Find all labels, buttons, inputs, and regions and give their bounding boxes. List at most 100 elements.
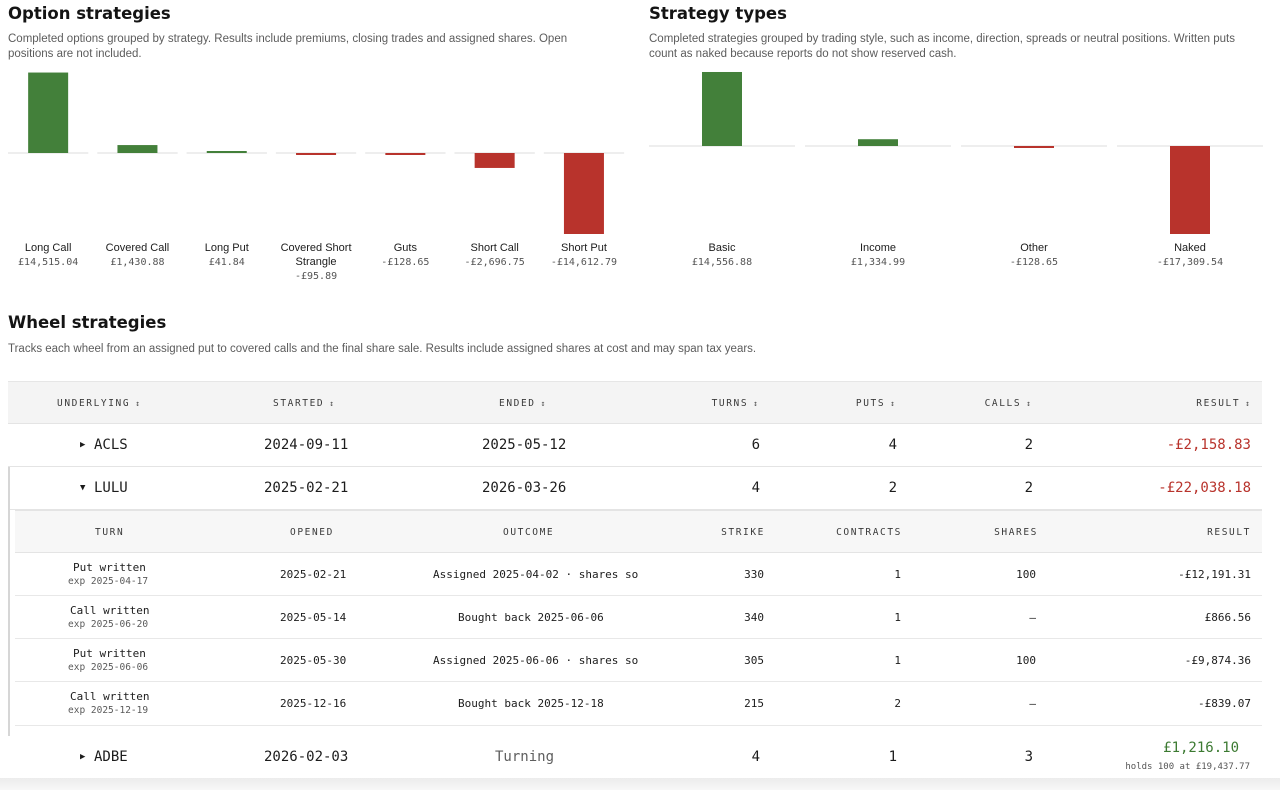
strategy-types-description-line-1: Completed strategies grouped by trading … xyxy=(649,33,1235,45)
sub-column-contracts: CONTRACTS xyxy=(836,527,902,538)
holdings-note: holds 100 at £19,437.77 xyxy=(1125,762,1250,772)
shares-cell: – xyxy=(1029,697,1036,710)
column-header-result[interactable]: RESULT ↕ xyxy=(1196,398,1250,409)
turn-expiry: exp 2025-06-06 xyxy=(68,662,149,673)
column-header-turns-label: TURNS xyxy=(711,398,749,409)
turn-row: Call written exp 2025-06-20 2025-05-14 B… xyxy=(15,596,1262,639)
wheel-row[interactable]: ▶ ACLS 2024-09-11 2025-05-12 6 4 2 -£2,15… xyxy=(8,424,1262,467)
bar-covered-short-strangle[interactable] xyxy=(296,153,337,155)
option-strategies-description: Completed options grouped by strategy. R… xyxy=(8,32,608,62)
value-label: £1,334.99 xyxy=(851,257,905,268)
sub-column-opened: OPENED xyxy=(290,527,334,538)
value-label: -£128.65 xyxy=(381,257,429,268)
column-header-ended[interactable]: ENDED ↕ xyxy=(499,398,545,409)
column-header-result-label: RESULT xyxy=(1196,398,1241,409)
strategy-types-description-line-2: count as naked because reports do not sh… xyxy=(649,48,957,60)
category-label: Long Put xyxy=(205,242,249,254)
contracts-cell: 2 xyxy=(894,697,901,710)
wheel-row-expanded[interactable]: ▼ LULU 2025-02-21 2026-03-26 4 2 2 -£22,0… xyxy=(8,467,1262,510)
column-header-started-label: STARTED xyxy=(273,398,325,409)
turn-expiry: exp 2025-06-20 xyxy=(68,619,149,630)
wheel-row[interactable]: ▶ ADBE 2026-02-03 Turning 4 1 3 £1,216.10… xyxy=(8,736,1262,779)
sub-column-result: RESULT xyxy=(1207,527,1251,538)
sort-icon: ↕ xyxy=(1026,399,1031,408)
shares-cell: 100 xyxy=(1016,654,1036,667)
bar-basic[interactable] xyxy=(702,71,742,146)
outcome-cell: Assigned 2025-06-06 · shares so xyxy=(433,654,639,667)
expanded-indicator xyxy=(8,467,10,737)
wheel-strategies-description: Tracks each wheel from an assigned put t… xyxy=(8,343,757,355)
category-label: Basic xyxy=(709,242,736,254)
contracts-cell: 1 xyxy=(894,568,901,581)
bar-income[interactable] xyxy=(858,139,898,146)
category-label: Other xyxy=(1020,242,1048,254)
value-label: £41.84 xyxy=(209,257,245,268)
option-strategies-description-line-2: positions are not included. xyxy=(8,48,142,60)
wheel-strategies-title: Wheel strategies xyxy=(8,313,167,332)
column-header-calls-label: CALLS xyxy=(984,398,1022,409)
collapse-caret-icon[interactable]: ▼ xyxy=(80,483,86,493)
bar-long-call[interactable] xyxy=(28,72,69,153)
outcome-cell: Bought back 2025-12-18 xyxy=(458,697,604,710)
bar-guts[interactable] xyxy=(385,153,426,155)
column-header-started[interactable]: STARTED ↕ xyxy=(273,398,334,409)
column-header-puts-label: PUTS xyxy=(855,398,886,409)
outcome-cell: Assigned 2025-04-02 · shares so xyxy=(433,568,639,581)
underlying-label: ACLS xyxy=(94,437,128,453)
sub-column-turn: TURN xyxy=(95,527,125,538)
value-label: -£2,696.75 xyxy=(465,257,525,268)
category-label: Covered Call xyxy=(106,242,170,254)
shares-cell: – xyxy=(1029,611,1036,624)
bar-short-call[interactable] xyxy=(474,153,515,168)
underlying-cell: ▶ ADBE xyxy=(80,749,128,765)
strike-cell: 340 xyxy=(744,611,764,624)
column-header-underlying-label: UNDERLYING xyxy=(57,398,131,409)
sort-icon: ↕ xyxy=(329,399,335,408)
expand-caret-icon[interactable]: ▶ xyxy=(80,752,86,762)
category-label: Covered Short xyxy=(281,242,352,254)
category-label: Short Call xyxy=(471,242,519,254)
underlying-cell: ▼ LULU xyxy=(80,480,128,496)
expand-caret-icon[interactable]: ▶ xyxy=(80,440,86,450)
sort-icon: ↕ xyxy=(890,399,895,408)
column-header-calls[interactable]: CALLS ↕ xyxy=(985,398,1031,409)
turn-result-cell: -£839.07 xyxy=(1198,697,1251,710)
strike-cell: 305 xyxy=(744,654,764,667)
column-header-turns[interactable]: TURNS ↕ xyxy=(712,398,758,409)
started-cell: 2026-02-03 xyxy=(264,749,349,765)
sub-column-outcome: OUTCOME xyxy=(503,527,555,538)
strategy-types-chart: Basic £14,556.88 Income £1,334.99 Other -£128… xyxy=(649,71,1263,268)
strategy-types-title: Strategy types xyxy=(649,4,787,23)
calls-cell: 2 xyxy=(1024,480,1033,496)
category-label: Income xyxy=(860,242,896,254)
turn-label: Put written xyxy=(73,647,146,660)
turn-row: Put written exp 2025-04-17 2025-02-21 As… xyxy=(15,553,1262,596)
option-strategies-chart: Long Call £14,515.04 Covered Call £1,430.88… xyxy=(8,72,625,282)
bar-covered-call[interactable] xyxy=(117,145,158,153)
turn-result-cell: £866.56 xyxy=(1204,611,1251,624)
started-cell: 2024-09-11 xyxy=(264,437,349,453)
column-header-puts[interactable]: PUTS ↕ xyxy=(856,398,895,409)
started-cell: 2025-02-21 xyxy=(264,480,349,496)
turns-subtable-header: TURN OPENED OUTCOME STRIKE CONTRACTS SHA… xyxy=(15,510,1262,553)
puts-cell: 1 xyxy=(888,749,897,765)
bar-other[interactable] xyxy=(1014,146,1054,148)
option-strategies-title: Option strategies xyxy=(8,4,171,23)
ended-cell: 2025-05-12 xyxy=(482,437,567,453)
bar-naked[interactable] xyxy=(1170,146,1210,234)
sort-icon: ↕ xyxy=(135,399,141,408)
calls-cell: 2 xyxy=(1024,437,1033,453)
column-header-underlying[interactable]: UNDERLYING ↕ xyxy=(57,398,140,409)
bar-short-put[interactable] xyxy=(563,153,604,234)
sub-column-strike: STRIKE xyxy=(721,527,765,538)
opened-cell: 2025-02-21 xyxy=(280,568,347,581)
outcome-cell: Bought back 2025-06-06 xyxy=(458,611,604,624)
turn-result-cell: -£12,191.31 xyxy=(1178,568,1251,581)
category-label: Long Call xyxy=(25,242,71,254)
bar-long-put[interactable] xyxy=(206,151,247,153)
value-label: £14,556.88 xyxy=(692,257,752,268)
calls-cell: 3 xyxy=(1024,749,1033,765)
value-label: £1,430.88 xyxy=(110,257,164,268)
value-label: -£17,309.54 xyxy=(1157,257,1223,268)
value-label: -£128.65 xyxy=(1010,257,1058,268)
